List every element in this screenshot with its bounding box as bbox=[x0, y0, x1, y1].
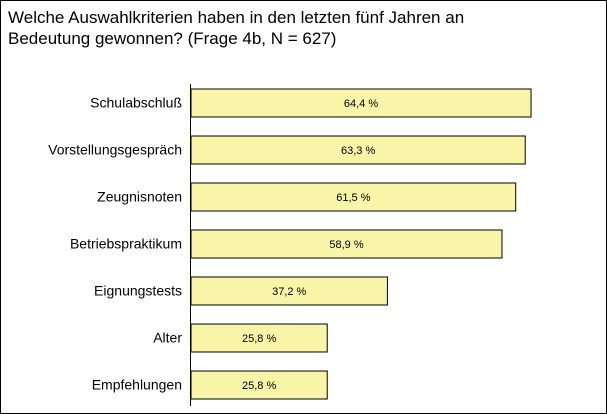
value-label: 64,4 % bbox=[344, 98, 378, 110]
bar bbox=[190, 88, 532, 118]
bar bbox=[190, 323, 328, 353]
bar bbox=[190, 370, 328, 400]
value-label: 63,3 % bbox=[341, 145, 375, 157]
value-label: 61,5 % bbox=[336, 192, 370, 204]
category-label: Betriebspraktikum bbox=[70, 236, 182, 252]
value-label: 58,9 % bbox=[329, 239, 363, 251]
bar bbox=[190, 276, 388, 306]
category-label: Zeugnisnoten bbox=[97, 189, 182, 205]
chart-title: Bedeutung gewonnen? (Frage 4b, N = 627) bbox=[8, 29, 336, 48]
bar bbox=[190, 135, 526, 165]
category-label: Alter bbox=[153, 330, 182, 346]
value-label: 25,8 % bbox=[242, 380, 276, 392]
value-label: 25,8 % bbox=[242, 333, 276, 345]
category-label: Empfehlungen bbox=[92, 377, 182, 393]
category-label: Eignungstests bbox=[94, 283, 182, 299]
chart-title: Welche Auswahlkriterien haben in den let… bbox=[8, 8, 464, 27]
bar bbox=[190, 182, 517, 212]
category-label: Vorstellungsgespräch bbox=[48, 142, 182, 158]
value-label: 37,2 % bbox=[272, 286, 306, 298]
bar bbox=[190, 229, 503, 259]
category-label: Schulabschluß bbox=[90, 95, 182, 111]
